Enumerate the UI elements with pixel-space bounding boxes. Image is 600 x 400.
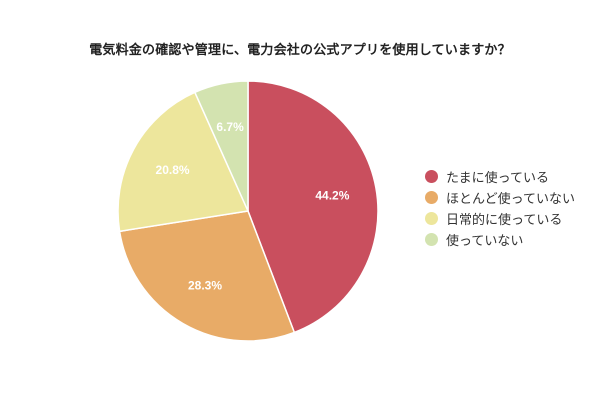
pie-slice[interactable] xyxy=(117,91,250,233)
legend-label: 日常的に使っている xyxy=(446,213,563,228)
pie-slice[interactable] xyxy=(118,210,296,342)
slice-value-label: 20.8% xyxy=(156,163,190,177)
legend-item[interactable]: 日常的に使っている xyxy=(425,208,575,229)
legend-swatch-icon xyxy=(425,191,438,204)
legend-label: ほとんど使っていない xyxy=(446,192,575,207)
legend-swatch-icon xyxy=(425,233,438,246)
legend: たまに使っている ほとんど使っていない 日常的に使っている 使っていない xyxy=(425,166,575,250)
legend-item[interactable]: ほとんど使っていない xyxy=(425,187,575,208)
legend-label: たまに使っている xyxy=(446,171,549,186)
legend-label: 使っていない xyxy=(446,234,524,249)
legend-swatch-icon xyxy=(425,170,438,183)
legend-swatch-icon xyxy=(425,212,438,225)
slice-value-label: 6.7% xyxy=(216,120,244,134)
legend-item[interactable]: たまに使っている xyxy=(425,166,575,187)
chart-title: 電気料金の確認や管理に、電力会社の公式アプリを使用していますか？ xyxy=(89,43,511,58)
pie-slice[interactable] xyxy=(247,80,379,334)
slice-value-label: 28.3% xyxy=(188,278,222,292)
pie-slice[interactable] xyxy=(193,80,249,212)
legend-item[interactable]: 使っていない xyxy=(425,229,575,250)
slice-value-label: 44.2% xyxy=(315,188,349,202)
